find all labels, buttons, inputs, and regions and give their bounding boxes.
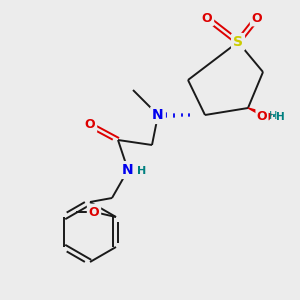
- Text: H: H: [137, 166, 146, 176]
- Text: O: O: [252, 11, 262, 25]
- Text: H: H: [269, 111, 278, 121]
- Text: ·H: ·H: [272, 112, 285, 122]
- Text: O: O: [257, 110, 267, 122]
- Text: N: N: [152, 108, 164, 122]
- Text: O: O: [202, 11, 212, 25]
- Text: O: O: [89, 206, 99, 218]
- Text: N: N: [122, 163, 134, 177]
- Text: S: S: [233, 35, 243, 49]
- Polygon shape: [248, 108, 271, 120]
- Text: O: O: [85, 118, 95, 131]
